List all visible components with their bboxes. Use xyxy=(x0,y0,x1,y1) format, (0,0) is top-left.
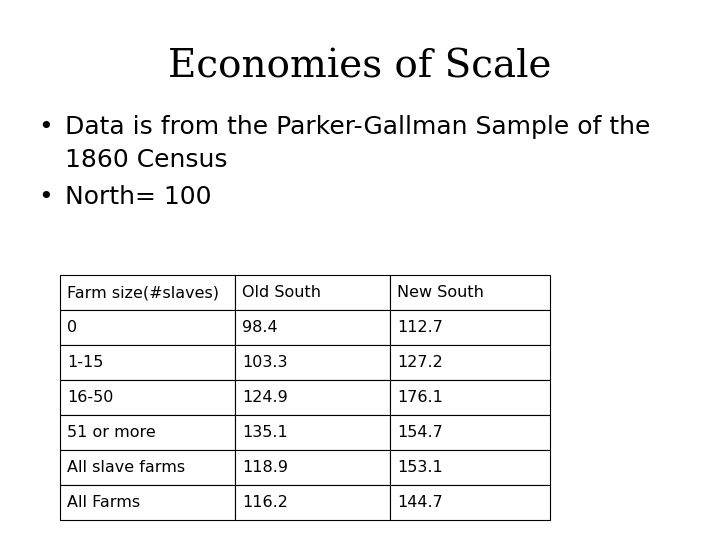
Bar xyxy=(235,450,390,485)
Bar xyxy=(390,380,550,415)
Text: 153.1: 153.1 xyxy=(397,460,443,475)
Text: Economies of Scale: Economies of Scale xyxy=(168,48,552,85)
Bar xyxy=(235,380,390,415)
Bar xyxy=(390,485,550,520)
Text: 176.1: 176.1 xyxy=(397,390,443,405)
Text: New South: New South xyxy=(397,285,484,300)
Bar xyxy=(60,450,235,485)
Text: 116.2: 116.2 xyxy=(242,495,288,510)
Text: Old South: Old South xyxy=(242,285,321,300)
Bar xyxy=(390,345,550,380)
Text: 124.9: 124.9 xyxy=(242,390,288,405)
Text: •: • xyxy=(38,115,53,139)
Text: 118.9: 118.9 xyxy=(242,460,288,475)
Text: North= 100: North= 100 xyxy=(65,185,212,209)
Bar xyxy=(235,310,390,345)
Text: 1-15: 1-15 xyxy=(67,355,104,370)
Text: 154.7: 154.7 xyxy=(397,425,443,440)
Text: 103.3: 103.3 xyxy=(242,355,287,370)
Text: All Farms: All Farms xyxy=(67,495,140,510)
Bar xyxy=(60,310,235,345)
Bar xyxy=(235,485,390,520)
Text: 0: 0 xyxy=(67,320,77,335)
Bar xyxy=(235,345,390,380)
Text: Data is from the Parker-Gallman Sample of the: Data is from the Parker-Gallman Sample o… xyxy=(65,115,650,139)
Text: 127.2: 127.2 xyxy=(397,355,443,370)
Text: 135.1: 135.1 xyxy=(242,425,288,440)
Text: 144.7: 144.7 xyxy=(397,495,443,510)
Bar xyxy=(60,380,235,415)
Bar xyxy=(390,415,550,450)
Text: 1860 Census: 1860 Census xyxy=(65,148,228,172)
Bar xyxy=(390,310,550,345)
Text: Farm size(#slaves): Farm size(#slaves) xyxy=(67,285,219,300)
Text: 98.4: 98.4 xyxy=(242,320,278,335)
Text: 16-50: 16-50 xyxy=(67,390,113,405)
Text: •: • xyxy=(38,185,53,209)
Text: 112.7: 112.7 xyxy=(397,320,443,335)
Bar xyxy=(390,275,550,310)
Bar xyxy=(60,485,235,520)
Bar xyxy=(390,450,550,485)
Bar xyxy=(60,345,235,380)
Bar xyxy=(235,415,390,450)
Bar xyxy=(235,275,390,310)
Text: All slave farms: All slave farms xyxy=(67,460,185,475)
Text: 51 or more: 51 or more xyxy=(67,425,156,440)
Bar xyxy=(60,415,235,450)
Bar xyxy=(60,275,235,310)
